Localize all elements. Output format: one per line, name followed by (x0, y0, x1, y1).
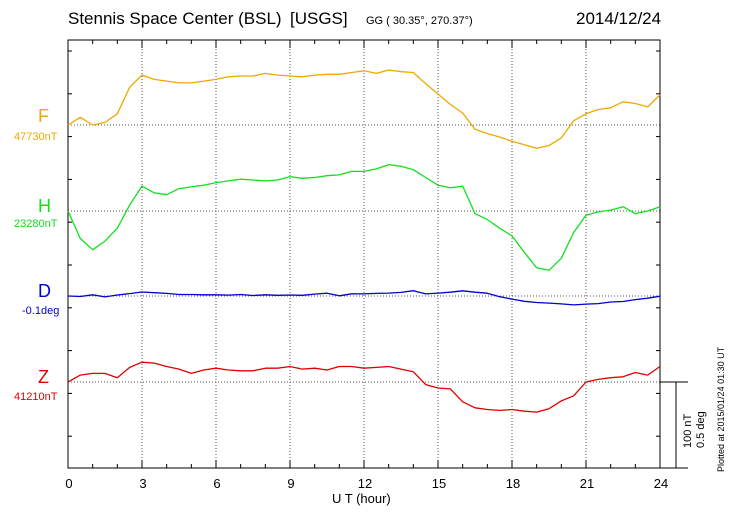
series-line-f (67, 69, 661, 149)
series-line-h (67, 163, 661, 271)
series-base-f: 47730nT (14, 131, 58, 143)
series-letter-z: Z (38, 367, 49, 387)
x-tick-label: 24 (653, 476, 669, 491)
plot-frame (67, 39, 688, 469)
x-tick-label: 12 (357, 476, 373, 491)
series-base-z: 41210nT (14, 391, 58, 403)
series-letter-h: H (38, 196, 51, 216)
x-tick-label: 18 (505, 476, 521, 491)
plotted-timestamp: Plotted at 2015/01/24 01:30 UT (716, 346, 726, 472)
x-tick-label: 21 (579, 476, 595, 491)
scale-nt-label: 100 nT (682, 413, 694, 448)
grid-lines (68, 40, 660, 468)
series-line-z (67, 361, 661, 413)
series-lines (67, 69, 661, 413)
x-tick-label: 6 (213, 476, 221, 491)
x-axis-label: U T (hour) (332, 491, 391, 506)
scale-deg-label: 0.5 deg (695, 411, 707, 448)
series-base-h: 23280nT (14, 218, 58, 230)
x-tick-label: 15 (431, 476, 447, 491)
x-tick-label: 0 (65, 476, 73, 491)
series-letter-f: F (38, 106, 49, 126)
chart-date: 2014/12/24 (576, 9, 662, 28)
series-line-d (67, 290, 661, 306)
station-coordinates: GG ( 30.35°, 270.37°) (366, 15, 473, 27)
series-base-d: -0.1deg (22, 305, 60, 317)
x-tick-label: 9 (287, 476, 295, 491)
series-letter-d: D (38, 281, 51, 301)
x-tick-label: 3 (139, 476, 147, 491)
agency-label: [USGS] (290, 9, 348, 28)
station-title: Stennis Space Center (BSL) (68, 9, 282, 28)
